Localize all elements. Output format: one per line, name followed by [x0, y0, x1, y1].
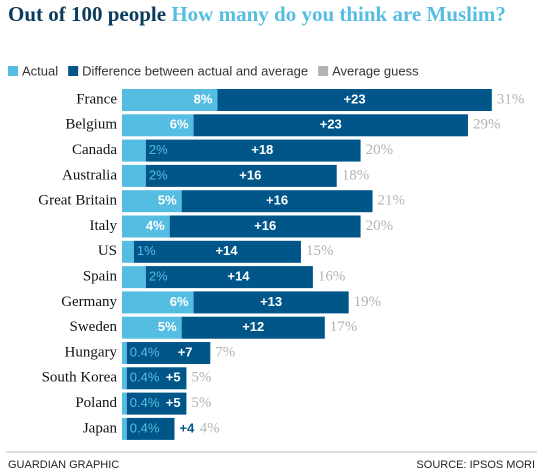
difference-bar — [126, 417, 175, 440]
difference-label: +13 — [260, 294, 282, 309]
actual-bar — [122, 367, 127, 390]
actual-bar — [122, 114, 194, 137]
legend-label: Actual — [22, 63, 58, 78]
actual-label: 5% — [158, 193, 177, 208]
actual-bar — [122, 215, 170, 238]
category-label: France — [76, 91, 117, 107]
category-label: US — [98, 243, 117, 259]
difference-label: +7 — [178, 344, 193, 359]
difference-bar — [193, 291, 349, 314]
difference-label: +23 — [320, 117, 342, 132]
category-label: Germany — [61, 294, 117, 310]
actual-bar — [122, 291, 194, 314]
actual-bar — [122, 240, 134, 263]
difference-bar — [145, 139, 361, 162]
average-label: 20% — [366, 218, 394, 234]
actual-bar — [122, 164, 146, 187]
category-label: Italy — [90, 218, 118, 234]
actual-bar — [122, 342, 127, 364]
actual-label: 8% — [194, 91, 213, 106]
legend-label: Difference between actual and average — [82, 63, 308, 78]
actual-label: 0.4% — [130, 344, 160, 359]
actual-bar — [122, 316, 182, 339]
difference-bar — [145, 266, 313, 289]
average-label: 16% — [318, 269, 346, 285]
average-label: 19% — [354, 294, 382, 310]
difference-label: +4 — [179, 420, 195, 435]
difference-label: +18 — [251, 142, 273, 157]
difference-label: +5 — [166, 395, 181, 410]
legend-swatch — [318, 66, 329, 76]
actual-label: 2% — [149, 167, 168, 182]
actual-label: 6% — [170, 117, 189, 132]
difference-bar — [193, 114, 468, 137]
category-label: South Korea — [42, 370, 118, 386]
actual-label: 2% — [149, 142, 168, 157]
chart-subtitle: How many do you think are Muslim? — [171, 2, 506, 26]
actual-label: 4% — [146, 218, 165, 233]
difference-label: +16 — [266, 193, 288, 208]
title-block: Out of 100 people How many do you think … — [8, 2, 528, 26]
difference-label: +23 — [344, 91, 366, 106]
actual-bar — [122, 392, 127, 415]
difference-label: +14 — [227, 269, 250, 284]
difference-label: +16 — [254, 218, 276, 233]
average-label: 18% — [342, 167, 370, 183]
legend-label: Average guess — [332, 63, 419, 78]
actual-label: 5% — [158, 319, 177, 334]
difference-bar — [126, 342, 211, 364]
chart-title: Out of 100 people — [8, 2, 167, 26]
category-label: Great Britain — [38, 193, 117, 209]
category-label: Spain — [83, 269, 118, 285]
average-label: 20% — [366, 142, 394, 158]
difference-bar — [181, 190, 373, 213]
actual-bar — [122, 89, 218, 111]
actual-label: 6% — [170, 294, 189, 309]
average-label: 29% — [473, 117, 501, 133]
difference-bar — [133, 240, 301, 263]
actual-label: 0.4% — [130, 420, 160, 435]
actual-bar — [122, 266, 146, 289]
average-label: 7% — [215, 344, 235, 360]
difference-label: +5 — [166, 370, 181, 385]
category-label: Sweden — [70, 319, 118, 335]
category-label: Poland — [75, 395, 117, 411]
difference-bar — [126, 392, 187, 415]
difference-label: +14 — [215, 243, 238, 258]
category-label: Canada — [72, 142, 117, 158]
average-label: 5% — [191, 395, 211, 411]
difference-bar — [169, 215, 361, 238]
category-label: Japan — [83, 420, 118, 436]
category-label: Australia — [62, 167, 117, 183]
difference-bar — [181, 316, 325, 339]
actual-label: 0.4% — [130, 370, 160, 385]
average-label: 17% — [330, 319, 358, 335]
actual-bar — [122, 190, 182, 213]
legend-swatch — [68, 66, 79, 76]
category-label: Hungary — [65, 344, 118, 360]
average-label: 5% — [191, 370, 211, 386]
difference-bar — [217, 89, 492, 111]
average-label: 21% — [378, 193, 406, 209]
average-label: 31% — [497, 91, 524, 107]
credit: GUARDIAN GRAPHIC — [8, 459, 119, 471]
average-label: 15% — [306, 243, 334, 259]
difference-bar — [145, 164, 337, 187]
actual-bar — [122, 139, 146, 162]
actual-label: 0.4% — [130, 395, 160, 410]
category-label: Belgium — [65, 117, 117, 133]
source: SOURCE: IPSOS MORI — [416, 459, 535, 471]
difference-label: +16 — [239, 167, 261, 182]
legend-swatch — [8, 66, 18, 76]
actual-label: 2% — [149, 269, 168, 284]
difference-bar — [126, 367, 187, 390]
difference-label: +12 — [242, 319, 264, 334]
average-label: 4% — [200, 420, 220, 436]
actual-label: 1% — [137, 243, 156, 258]
actual-bar — [122, 417, 127, 440]
